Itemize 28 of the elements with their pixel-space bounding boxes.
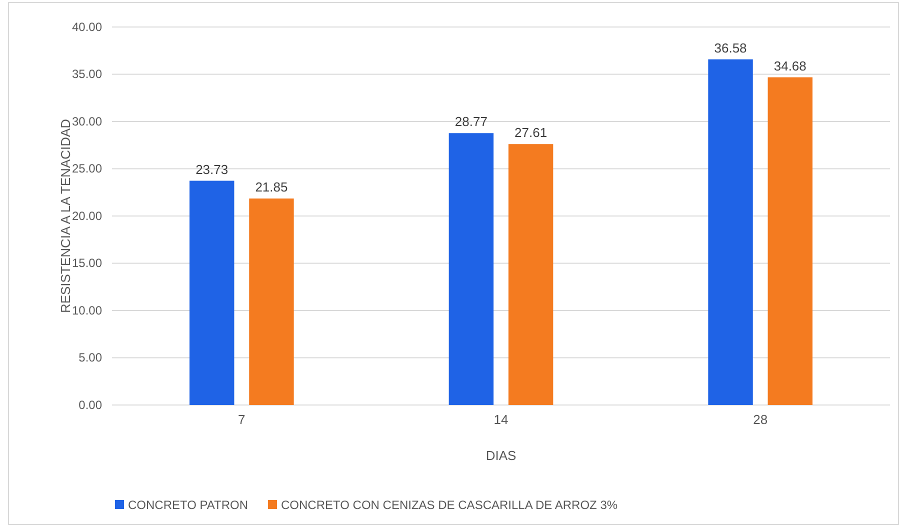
y-tick-label: 40.00	[72, 20, 102, 34]
y-tick-label: 15.00	[72, 256, 102, 270]
bar	[249, 198, 294, 405]
y-axis-title: RESISTENCIA A LA TENACIDAD	[58, 118, 73, 314]
x-tick-label: 14	[494, 412, 508, 428]
data-label: 34.68	[774, 58, 806, 74]
bar	[508, 144, 554, 405]
x-tick-label: 28	[753, 412, 768, 428]
bar	[768, 77, 812, 405]
legend-label: CONCRETO PATRON	[128, 498, 248, 512]
bar	[708, 59, 753, 405]
y-tick-label: 10.00	[72, 303, 102, 318]
legend-label: CONCRETO CON CENIZAS DE CASCARILLA DE ARROZ 3%	[281, 498, 618, 512]
y-tick-label: 30.00	[72, 114, 102, 128]
data-label: 27.61	[514, 125, 548, 140]
bar	[448, 133, 494, 405]
data-label: 21.85	[255, 180, 288, 195]
bar	[190, 180, 234, 405]
x-tick-label: 7	[238, 412, 246, 428]
y-tick-label: 25.00	[72, 162, 102, 176]
data-label: 28.77	[454, 114, 488, 130]
data-label: 23.73	[196, 162, 228, 177]
y-tick-label: 20.00	[72, 208, 102, 223]
y-tick-label: 35.00	[72, 67, 102, 82]
data-label: 36.58	[714, 40, 747, 56]
x-axis-title: DIAS	[486, 448, 516, 463]
y-tick-label: 5.00	[78, 350, 102, 365]
y-tick-label: 0.00	[78, 398, 102, 412]
